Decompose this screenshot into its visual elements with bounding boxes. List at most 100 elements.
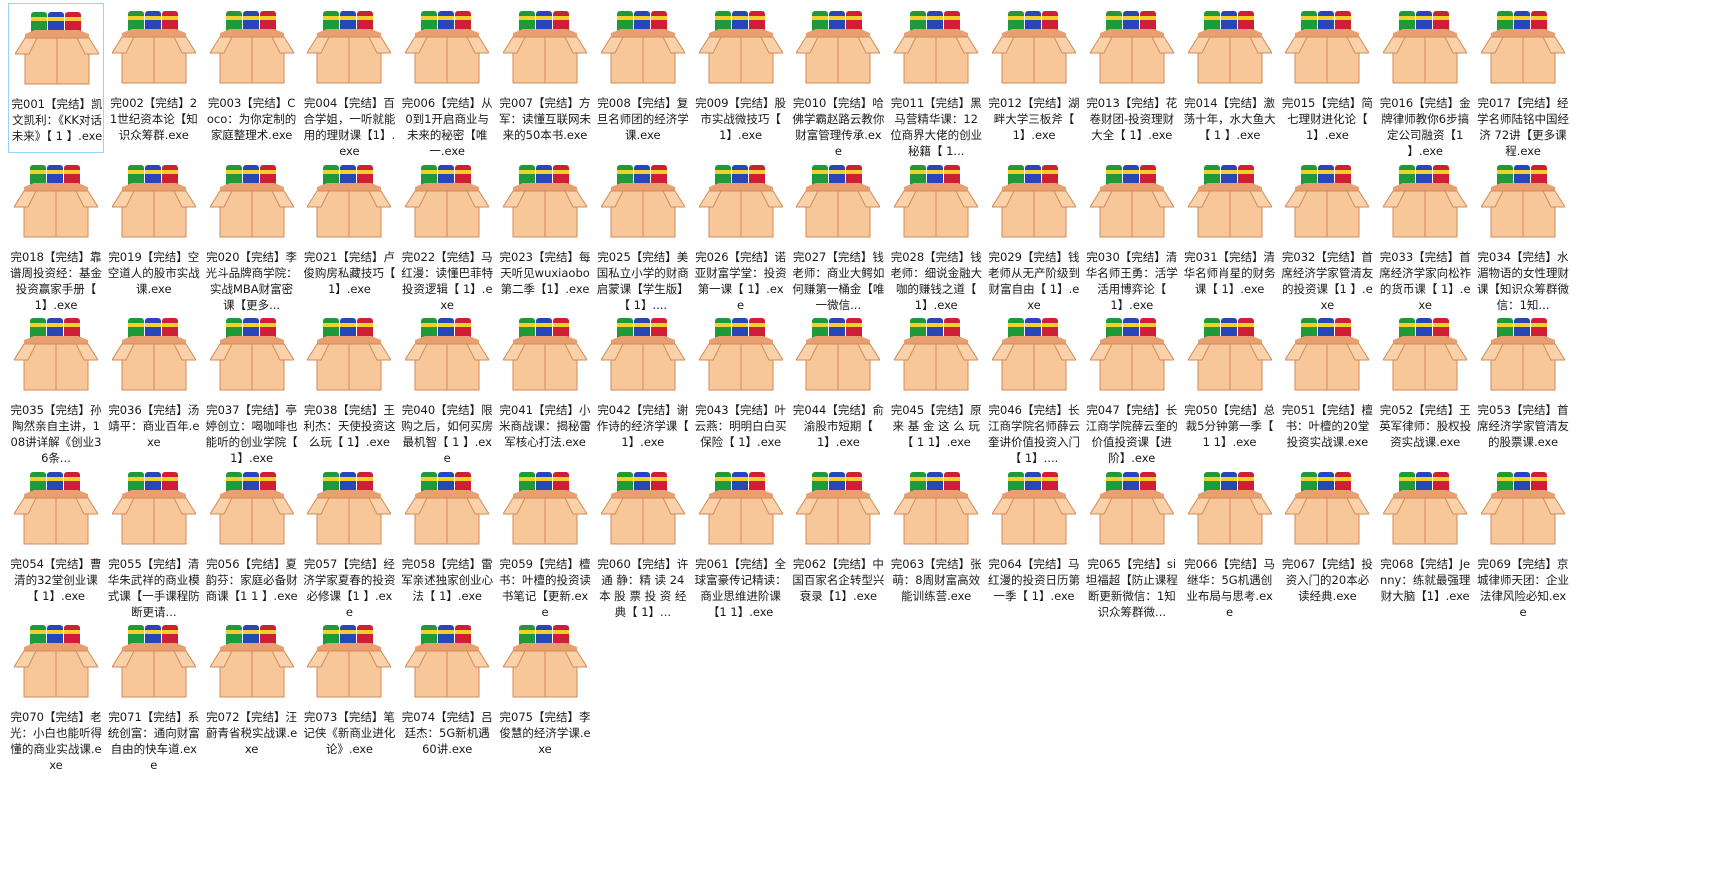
file-item[interactable]: 完030【完结】清华名师王勇：活学活用博弈论【 1】.exe — [1084, 157, 1180, 312]
file-item[interactable]: 完069【完结】京城律师天团：企业法律风险必知.exe — [1475, 464, 1571, 619]
file-name-label: 完070【完结】老光：小白也能听得懂的商业实战课.exe — [10, 710, 102, 772]
file-item[interactable]: 完026【完结】诺亚财富学堂：投资第一课【 1】.exe — [693, 157, 789, 312]
file-name-label: 完044【完结】俞渝股市短期【 1】.exe — [792, 403, 884, 449]
file-item[interactable]: 完065【完结】si坦福超【防止课程断更新微信：1知识众筹群微... — [1084, 464, 1180, 619]
file-item[interactable]: 完057【完结】经济学家夏春的投资必修课【1 】.exe — [301, 464, 397, 619]
file-name-label: 完040【完结】限购之后，如何买房最机智【 1 】.exe — [401, 403, 494, 465]
file-item[interactable]: 完040【完结】限购之后，如何买房最机智【 1 】.exe — [399, 310, 495, 465]
file-item[interactable]: 完053【完结】首席经济学家管清友的股票课.exe — [1475, 310, 1571, 460]
file-item[interactable]: 完002【完结】21世纪资本论【知识众筹群.exe — [106, 3, 202, 153]
file-item[interactable]: 完072【完结】汪蔚青省税实战课.exe — [204, 617, 300, 767]
archive-package-icon — [699, 163, 783, 239]
file-item[interactable]: 完013【完结】花卷财团-投资理财大全【 1】.exe — [1084, 3, 1180, 153]
file-item[interactable]: 完023【完结】每天听见wuxiaobo第二季【1】.exe — [497, 157, 593, 307]
file-name-label: 完075【完结】李俊慧的经济学课.exe — [499, 710, 591, 756]
file-name-label: 完026【完结】诺亚财富学堂：投资第一课【 1】.exe — [694, 249, 787, 312]
file-item[interactable]: 完044【完结】俞渝股市短期【 1】.exe — [790, 310, 886, 460]
archive-package-icon — [601, 316, 685, 392]
file-item[interactable]: 完006【完结】从0到1开启商业与未来的秘密【唯一.exe — [399, 3, 495, 158]
file-item[interactable]: 完028【完结】钱老师：细说金融大咖的赚钱之道【 1】.exe — [888, 157, 984, 312]
file-item[interactable]: 完008【完结】复旦名师团的经济学课.exe — [595, 3, 691, 153]
file-item[interactable]: 完031【完结】清华名师肖星的财务课【 1】.exe — [1182, 157, 1278, 307]
file-item[interactable]: 完035【完结】孙陶然亲自主讲，108讲详解《创业36条... — [8, 310, 104, 465]
file-item[interactable]: 完018【完结】靠谱周投资经：基金投资赢家手册【 1】.exe — [8, 157, 104, 312]
file-name-label: 完004【完结】百合学姐，一听就能用的理财课【1】.exe — [303, 96, 396, 158]
file-item[interactable]: 完010【完结】哈佛学霸赵路云教你财富管理传承.exe — [790, 3, 886, 158]
archive-package-icon — [14, 163, 98, 239]
file-item[interactable]: 完067【完结】投资入门的20本必读经典.exe — [1279, 464, 1375, 614]
file-item[interactable]: 完033【完结】首席经济学家向松祚的货币课【 1】.exe — [1377, 157, 1473, 312]
file-item[interactable]: 完022【完结】马红漫：读懂巴菲特投资逻辑【 1】.exe — [399, 157, 495, 312]
file-name-label: 完016【完结】金牌律师教你6步搞定公司融资【1 】.exe — [1379, 96, 1471, 158]
file-item[interactable]: 完046【完结】长江商学院名师薛云奎讲价值投资入门【 1】.... — [986, 310, 1082, 465]
file-item[interactable]: 完068【完结】Jenny：练就最强理财大脑【1】.exe — [1377, 464, 1473, 614]
file-item[interactable]: 完020【完结】李光斗品牌商学院：实战MBA财富密课【更多... — [204, 157, 300, 312]
file-name-label: 完032【完结】首席经济学家管清友的投资课【1 】.exe — [1281, 249, 1374, 312]
file-item[interactable]: 完055【完结】清华朱武祥的商业模式课【一手课程防断更请... — [106, 464, 202, 619]
file-item[interactable]: 完050【完结】总裁5分钟第一季【 1 1】.exe — [1182, 310, 1278, 460]
file-item[interactable]: 完037【完结】亭婷创立：喝咖啡也能听的创业学院【 1】.exe — [204, 310, 300, 465]
archive-package-icon — [15, 10, 99, 86]
file-name-label: 完051【完结】檀书：叶檀的20堂投资实战课.exe — [1281, 403, 1373, 449]
file-item[interactable]: 完071【完结】系统创富：通向财富自由的快车道.exe — [106, 617, 202, 772]
file-item[interactable]: 完009【完结】股市实战微技巧【 1】.exe — [693, 3, 789, 153]
file-item[interactable]: 完052【完结】王英军律师：股权投资实战课.exe — [1377, 310, 1473, 460]
file-item[interactable]: 完047【完结】长江商学院薛云奎的价值投资课【进阶】.exe — [1084, 310, 1180, 465]
file-item[interactable]: 完027【完结】钱老师：商业大鳄如何赚第一桶金【唯一微信... — [790, 157, 886, 312]
file-item[interactable]: 完061【完结】全球富豪传记精读：商业思维进阶课【1 1】.exe — [693, 464, 789, 619]
file-item[interactable]: 完036【完结】汤靖平：商业百年.exe — [106, 310, 202, 460]
archive-package-icon — [796, 470, 880, 546]
archive-package-icon — [1285, 470, 1369, 546]
file-item[interactable]: 完038【完结】王利杰：天使投资这么玩【 1】.exe — [301, 310, 397, 460]
file-item[interactable]: 完012【完结】湖畔大学三板斧【 1】.exe — [986, 3, 1082, 153]
archive-package-icon — [1090, 163, 1174, 239]
file-name-label: 完002【完结】21世纪资本论【知识众筹群.exe — [109, 96, 198, 142]
file-item[interactable]: 完007【完结】方军：读懂互联网未来的50本书.exe — [497, 3, 593, 153]
file-item[interactable]: 完059【完结】檀书：叶檀的投资读书笔记【更新.exe — [497, 464, 593, 619]
archive-package-icon — [1090, 9, 1174, 85]
file-name-label: 完042【完结】谢作诗的经济学课【 1】.exe — [596, 403, 689, 449]
file-item[interactable]: 完074【完结】吕廷杰：5G新机遇60讲.exe — [399, 617, 495, 767]
file-item[interactable]: 完075【完结】李俊慧的经济学课.exe — [497, 617, 593, 767]
archive-package-icon — [503, 316, 587, 392]
file-name-label: 完012【完结】湖畔大学三板斧【 1】.exe — [988, 96, 1080, 142]
file-item[interactable]: 完032【完结】首席经济学家管清友的投资课【1 】.exe — [1279, 157, 1375, 312]
file-item[interactable]: 完043【完结】叶云燕：明明白白买保险【 1】.exe — [693, 310, 789, 460]
file-item[interactable]: 完004【完结】百合学姐，一听就能用的理财课【1】.exe — [301, 3, 397, 158]
file-item[interactable]: 完056【完结】夏韵芬：家庭必备财商课【1 1 】.exe — [204, 464, 300, 614]
file-item[interactable]: 完063【完结】张萌：8周财富高效能训练营.exe — [888, 464, 984, 614]
file-item[interactable]: 完062【完结】中国百家名企转型兴衰录【1】.exe — [790, 464, 886, 614]
file-item[interactable]: 完054【完结】曹清的32堂创业课【 1】.exe — [8, 464, 104, 614]
file-item[interactable]: 完073【完结】笔记侠《新商业进化论》.exe — [301, 617, 397, 767]
file-name-label: 完074【完结】吕廷杰：5G新机遇60讲.exe — [401, 710, 493, 756]
file-item[interactable]: 完011【完结】黑马营精华课：12位商界大佬的创业秘籍【 1... — [888, 3, 984, 158]
file-item[interactable]: 完070【完结】老光：小白也能听得懂的商业实战课.exe — [8, 617, 104, 772]
file-item[interactable]: 完034【完结】水湄物语的女性理财课【知识众筹群微信：1知... — [1475, 157, 1571, 312]
file-item[interactable]: 完015【完结】简七理财进化论【 1】.exe — [1279, 3, 1375, 153]
file-item[interactable]: 完041【完结】小米商战课：揭秘雷军核心打法.exe — [497, 310, 593, 460]
file-item[interactable]: 完021【完结】卢俊购房私藏技巧【 1】.exe — [301, 157, 397, 307]
file-name-label: 完054【完结】曹清的32堂创业课【 1】.exe — [10, 556, 102, 603]
file-name-label: 完055【完结】清华朱武祥的商业模式课【一手课程防断更请... — [107, 556, 200, 619]
file-item[interactable]: 完051【完结】檀书：叶檀的20堂投资实战课.exe — [1279, 310, 1375, 460]
file-item[interactable]: 完066【完结】马继华：5G机遇创业布局与思考.exe — [1182, 464, 1278, 619]
file-item[interactable]: 完016【完结】金牌律师教你6步搞定公司融资【1 】.exe — [1377, 3, 1473, 158]
file-name-label: 完010【完结】哈佛学霸赵路云教你财富管理传承.exe — [792, 96, 885, 158]
file-item[interactable]: 完042【完结】谢作诗的经济学课【 1】.exe — [595, 310, 691, 460]
file-item[interactable]: 完025【完结】美国私立小学的财商启蒙课【学生版】【 1】.... — [595, 157, 691, 312]
archive-package-icon — [112, 623, 196, 699]
file-item[interactable]: 完045【完结】原 来 基 金 这 么 玩【 1 1】.exe — [888, 310, 984, 460]
file-item[interactable]: 完003【完结】Coco：为你定制的家庭整理术.exe — [204, 3, 300, 153]
file-item[interactable]: 完019【完结】空空道人的股市实战课.exe — [106, 157, 202, 307]
file-name-label: 完019【完结】空空道人的股市实战课.exe — [107, 249, 200, 296]
archive-package-icon — [14, 470, 98, 546]
file-item[interactable]: 完058【完结】雷军亲述独家创业心法【 1】.exe — [399, 464, 495, 614]
file-item[interactable]: 完064【完结】马红漫的投资日历第一季【 1】.exe — [986, 464, 1082, 614]
archive-package-icon — [1481, 316, 1565, 392]
file-item[interactable]: 完014【完结】激荡十年，水大鱼大【 1 】.exe — [1182, 3, 1278, 153]
file-item[interactable]: 完017【完结】经学名师陆铭中国经济 72讲【更多课程.exe — [1475, 3, 1571, 158]
file-item[interactable]: 完001【完结】凯文凯利：《KK对话未来》【 1 】.exe — [8, 3, 104, 153]
file-item[interactable]: 完060【完结】许 通 静：精 读 24 本 股 票 投 资 经 典【 1】..… — [595, 464, 691, 619]
file-name-label: 完031【完结】清华名师肖星的财务课【 1】.exe — [1183, 249, 1276, 296]
file-item[interactable]: 完029【完结】钱老师从无产阶级到财富自由【 1】.exe — [986, 157, 1082, 312]
